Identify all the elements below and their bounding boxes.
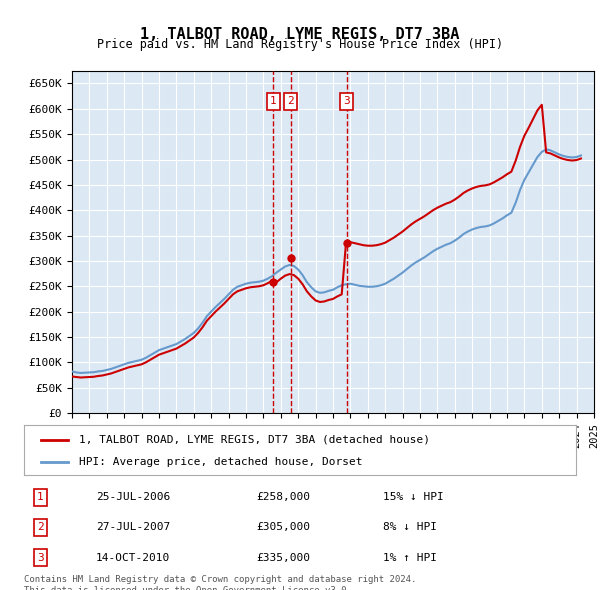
Text: 1: 1 xyxy=(37,493,44,502)
Text: £335,000: £335,000 xyxy=(256,553,310,562)
Text: 1, TALBOT ROAD, LYME REGIS, DT7 3BA: 1, TALBOT ROAD, LYME REGIS, DT7 3BA xyxy=(140,27,460,41)
Text: 14-OCT-2010: 14-OCT-2010 xyxy=(96,553,170,562)
Text: 1% ↑ HPI: 1% ↑ HPI xyxy=(383,553,437,562)
Text: £305,000: £305,000 xyxy=(256,523,310,532)
Text: 3: 3 xyxy=(37,553,44,562)
Text: 15% ↓ HPI: 15% ↓ HPI xyxy=(383,493,443,502)
Text: Price paid vs. HM Land Registry's House Price Index (HPI): Price paid vs. HM Land Registry's House … xyxy=(97,38,503,51)
Text: 2: 2 xyxy=(287,96,294,106)
Text: 2: 2 xyxy=(37,523,44,532)
Text: 27-JUL-2007: 27-JUL-2007 xyxy=(96,523,170,532)
Text: 8% ↓ HPI: 8% ↓ HPI xyxy=(383,523,437,532)
Text: HPI: Average price, detached house, Dorset: HPI: Average price, detached house, Dors… xyxy=(79,457,362,467)
Text: 3: 3 xyxy=(343,96,350,106)
Text: 1, TALBOT ROAD, LYME REGIS, DT7 3BA (detached house): 1, TALBOT ROAD, LYME REGIS, DT7 3BA (det… xyxy=(79,435,430,445)
Text: £258,000: £258,000 xyxy=(256,493,310,502)
Text: 25-JUL-2006: 25-JUL-2006 xyxy=(96,493,170,502)
Text: Contains HM Land Registry data © Crown copyright and database right 2024.
This d: Contains HM Land Registry data © Crown c… xyxy=(24,575,416,590)
Text: 1: 1 xyxy=(270,96,277,106)
